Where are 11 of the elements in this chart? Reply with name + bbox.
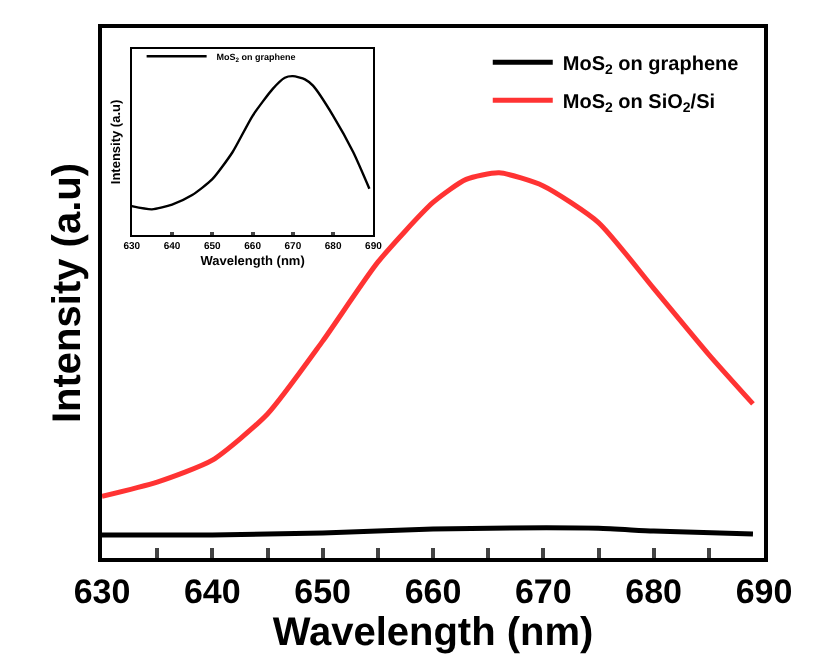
- x-tick-label: 660: [404, 572, 462, 611]
- y-axis-title: Intensity (a.u): [46, 162, 90, 424]
- legend-label: MoS$_{2}$ on graphene: [562, 54, 740, 79]
- x-tick-label: 690: [735, 572, 793, 611]
- x-axis-title: Wavelength (nm): [272, 610, 594, 655]
- x-tick-label: 650: [294, 572, 352, 611]
- x-tick-label: 670: [514, 572, 572, 611]
- x-tick-label: 630: [73, 572, 131, 611]
- legend-label: MoS$_{2}$ on SiO$_{2}$/Si: [562, 92, 716, 117]
- x-tick-label: 680: [625, 572, 683, 611]
- x-tick-label: 640: [183, 572, 241, 611]
